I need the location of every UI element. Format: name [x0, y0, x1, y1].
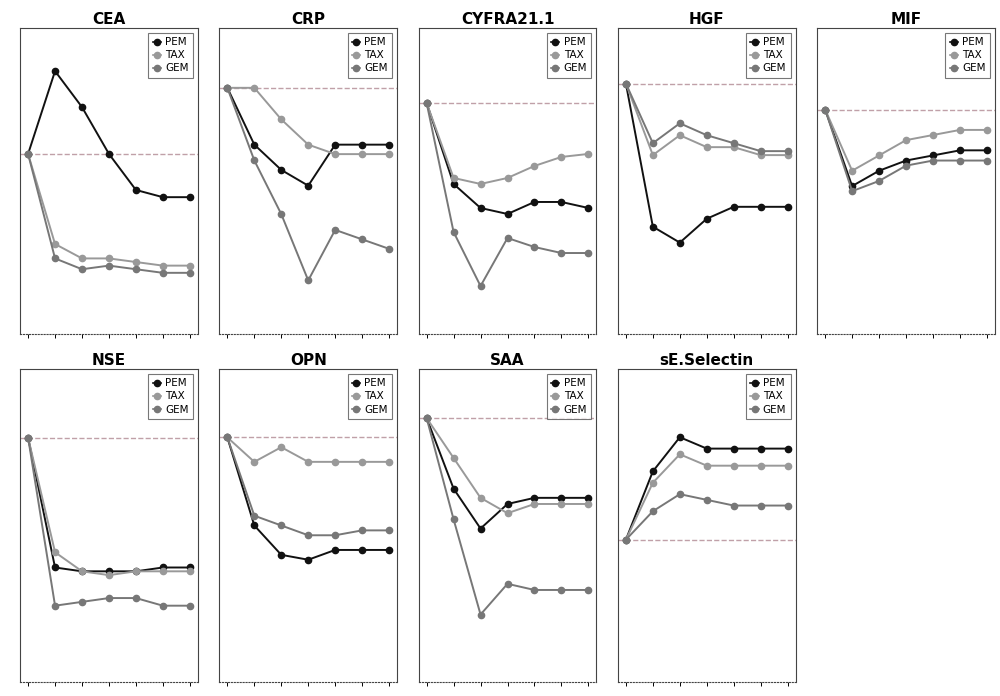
Title: MIF: MIF [890, 12, 922, 26]
Title: CEA: CEA [92, 12, 126, 26]
Title: SAA: SAA [490, 353, 525, 367]
Legend: PEM, TAX, GEM: PEM, TAX, GEM [746, 33, 791, 78]
Legend: PEM, TAX, GEM: PEM, TAX, GEM [547, 374, 591, 419]
Title: CYFRA21.1: CYFRA21.1 [461, 12, 554, 26]
Title: sE.Selectin: sE.Selectin [660, 353, 754, 367]
Legend: PEM, TAX, GEM: PEM, TAX, GEM [348, 374, 392, 419]
Legend: PEM, TAX, GEM: PEM, TAX, GEM [746, 374, 791, 419]
Legend: PEM, TAX, GEM: PEM, TAX, GEM [547, 33, 591, 78]
Legend: PEM, TAX, GEM: PEM, TAX, GEM [148, 33, 193, 78]
Legend: PEM, TAX, GEM: PEM, TAX, GEM [148, 374, 193, 419]
Legend: PEM, TAX, GEM: PEM, TAX, GEM [945, 33, 990, 78]
Title: HGF: HGF [689, 12, 725, 26]
Title: OPN: OPN [290, 353, 327, 367]
Title: CRP: CRP [291, 12, 325, 26]
Title: NSE: NSE [92, 353, 126, 367]
Legend: PEM, TAX, GEM: PEM, TAX, GEM [348, 33, 392, 78]
